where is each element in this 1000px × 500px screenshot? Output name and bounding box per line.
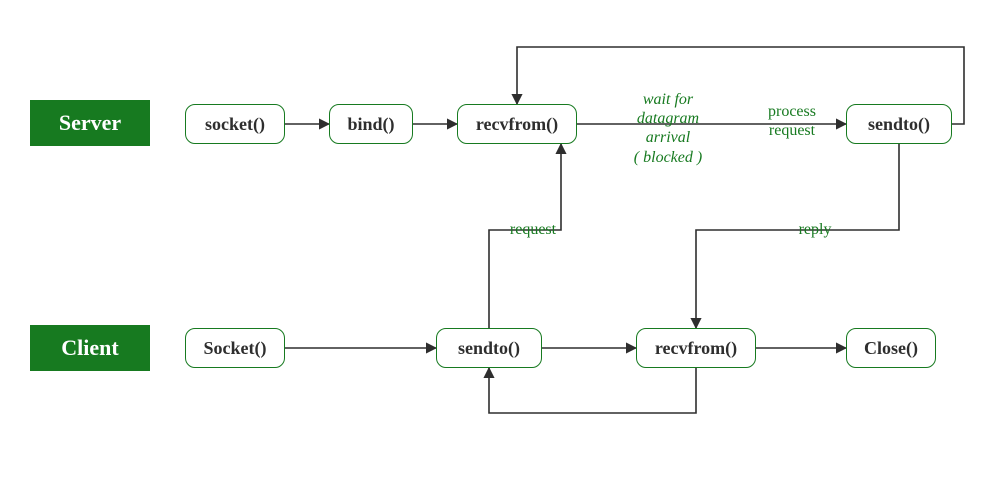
node-c_recvfrom: recvfrom(): [636, 328, 756, 368]
node-s_sendto: sendto(): [846, 104, 952, 144]
node-text-c_close: Close(): [864, 338, 918, 359]
edge-label-process_req: process request: [752, 102, 832, 140]
role-client_label: Client: [30, 325, 150, 371]
edge-label-wait_block: wait for datagram arrival ( blocked ): [598, 90, 738, 167]
node-text-s_socket: socket(): [205, 114, 265, 135]
node-text-c_socket: Socket(): [204, 338, 267, 359]
node-s_recvfrom: recvfrom(): [457, 104, 577, 144]
node-text-client_label: Client: [61, 335, 118, 361]
edge-label-request: request: [498, 220, 568, 239]
node-s_bind: bind(): [329, 104, 413, 144]
node-c_sendto: sendto(): [436, 328, 542, 368]
node-c_close: Close(): [846, 328, 936, 368]
role-server_label: Server: [30, 100, 150, 146]
node-s_socket: socket(): [185, 104, 285, 144]
node-text-s_sendto: sendto(): [868, 114, 930, 135]
node-text-server_label: Server: [59, 110, 121, 136]
node-text-c_recvfrom: recvfrom(): [655, 338, 737, 359]
edges-layer: [0, 0, 1000, 500]
node-text-s_recvfrom: recvfrom(): [476, 114, 558, 135]
edge-label-reply: reply: [785, 220, 845, 239]
node-c_socket: Socket(): [185, 328, 285, 368]
node-text-c_sendto: sendto(): [458, 338, 520, 359]
edge-e10: [489, 368, 696, 413]
node-text-s_bind: bind(): [347, 114, 394, 135]
